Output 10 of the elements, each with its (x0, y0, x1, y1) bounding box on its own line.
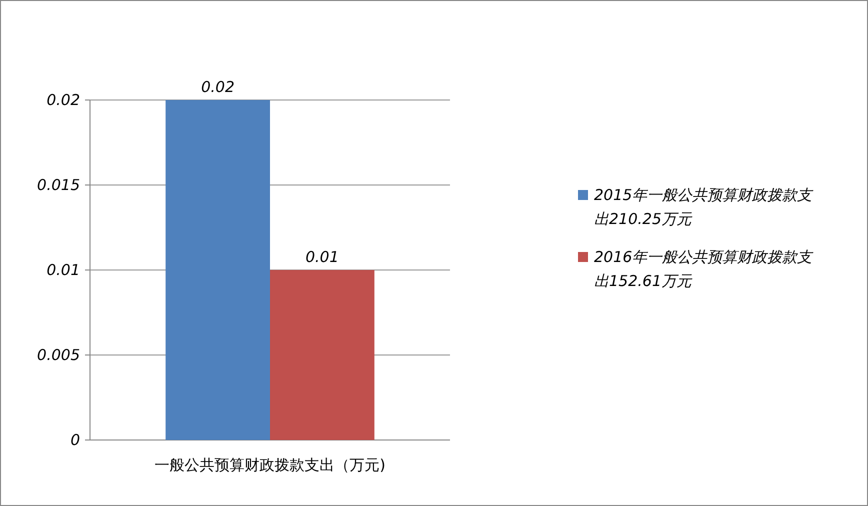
y-tick-label: 0.01 (46, 261, 80, 279)
y-tick-label: 0 (70, 431, 80, 449)
y-tick-label: 0.02 (46, 91, 80, 109)
legend-label: 2015年一般公共预算财政拨款支出210.25万元 (594, 186, 814, 228)
legend-label: 2016年一般公共预算财政拨款支出152.61万元 (594, 248, 814, 290)
data-label: 0.01 (305, 248, 339, 266)
y-tick-label: 0.015 (37, 176, 80, 194)
x-tick-label: 一般公共预算财政拨款支出（万元) (154, 456, 386, 474)
data-label: 0.02 (201, 78, 235, 96)
y-tick-label: 0.005 (37, 346, 80, 364)
